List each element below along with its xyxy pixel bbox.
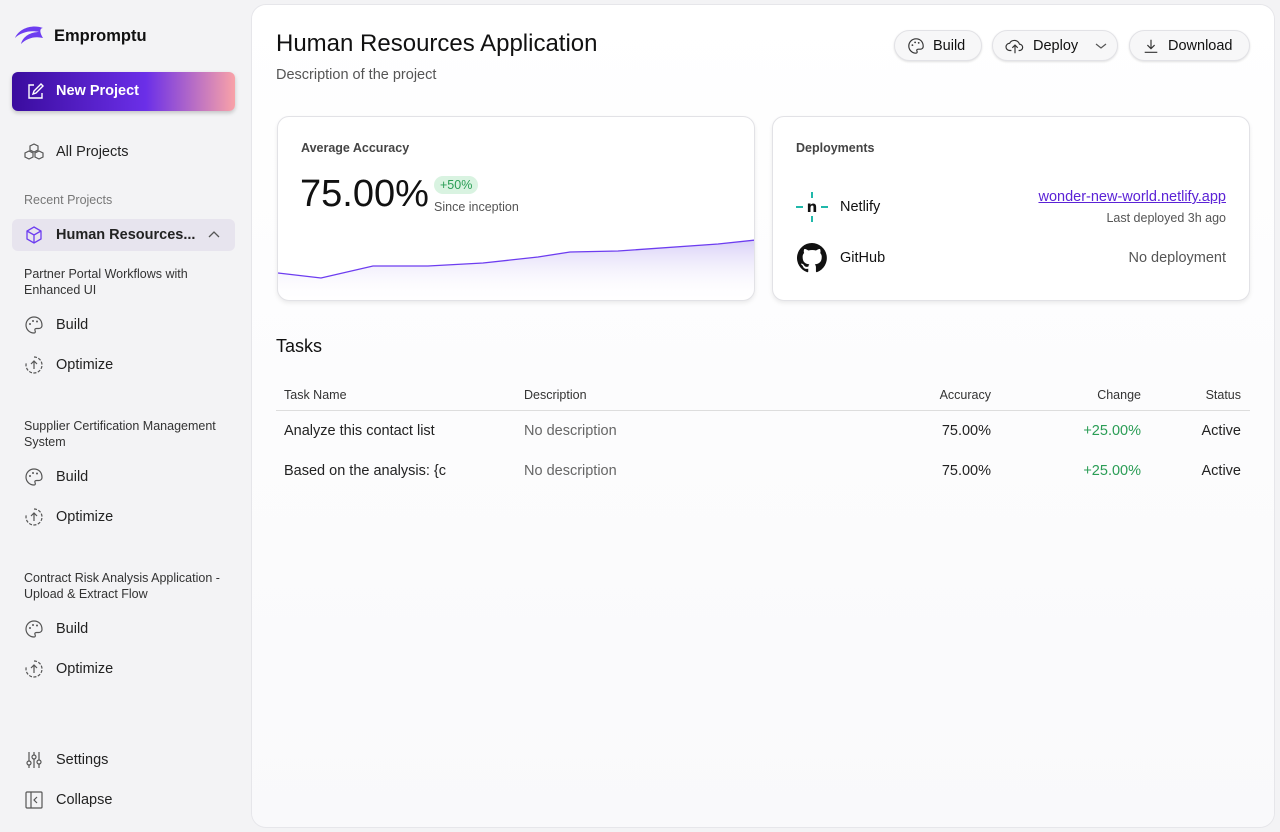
table-cell: Based on the analysis: {c bbox=[284, 463, 447, 479]
project-name: Supplier Certification Management System bbox=[24, 419, 216, 449]
table-cell: Analyze this contact list bbox=[284, 423, 435, 439]
page-description: Description of the project bbox=[276, 67, 437, 83]
column-header: Task Name bbox=[284, 388, 347, 402]
icon-svg bbox=[25, 468, 43, 486]
icon-svg bbox=[25, 356, 43, 374]
deploy-button[interactable]: Deploy bbox=[992, 30, 1118, 61]
table-cell: No description bbox=[524, 423, 617, 439]
icon bbox=[28, 83, 44, 99]
column-header: Accuracy bbox=[939, 388, 991, 402]
accuracy-value: 75.00% bbox=[300, 173, 429, 215]
icon-svg bbox=[25, 660, 43, 678]
download-button[interactable]: Download bbox=[1129, 30, 1250, 61]
icon bbox=[24, 143, 44, 160]
table-cell: +25.00% bbox=[1083, 423, 1141, 439]
settings[interactable]: Settings bbox=[56, 752, 109, 768]
icon bbox=[1144, 39, 1158, 53]
since-label: Since inception bbox=[434, 200, 519, 214]
project-name: Contract Risk Analysis Application - Upl… bbox=[24, 571, 220, 601]
icon-svg bbox=[25, 508, 43, 526]
chevron bbox=[208, 231, 220, 238]
github-icon bbox=[797, 243, 827, 273]
icon bbox=[24, 619, 44, 639]
card-title: Average Accuracy bbox=[301, 141, 410, 155]
sparkline bbox=[278, 239, 754, 300]
build-button[interactable]: Build bbox=[894, 30, 982, 61]
label: Human Resources... bbox=[56, 227, 196, 243]
page-title: Human Resources Application bbox=[276, 30, 598, 57]
collapse[interactable]: Collapse bbox=[56, 792, 113, 808]
new-project-button[interactable]: New Project bbox=[12, 72, 235, 111]
label: Build bbox=[933, 37, 966, 54]
table-cell: Active bbox=[1201, 423, 1242, 439]
section-title: Tasks bbox=[276, 336, 323, 356]
icon bbox=[24, 659, 44, 679]
main-panel: Human Resources Application Description … bbox=[252, 5, 1274, 827]
icon bbox=[908, 37, 924, 54]
icon bbox=[24, 467, 44, 487]
icon-svg bbox=[25, 316, 43, 334]
change-badge: +50% bbox=[434, 176, 479, 194]
active-project[interactable]: Human Resources... bbox=[12, 219, 235, 251]
deploy-status: No deployment bbox=[1128, 250, 1226, 266]
nav-item[interactable]: Optimize bbox=[56, 357, 114, 373]
nav-item[interactable]: Build bbox=[56, 469, 89, 485]
table-cell: +25.00% bbox=[1083, 463, 1141, 479]
label: Download bbox=[1168, 37, 1233, 54]
deploy-status: Last deployed 3h ago bbox=[1106, 211, 1226, 225]
column-header: Status bbox=[1205, 388, 1241, 402]
deployments-card: Deployments n Netlify wonder-new-world.n… bbox=[772, 116, 1250, 301]
divider bbox=[276, 410, 1250, 411]
brand: Empromptu bbox=[54, 27, 147, 45]
nav-item[interactable]: Optimize bbox=[56, 661, 114, 677]
nav-item[interactable]: Build bbox=[56, 621, 89, 637]
table-cell: 75.00% bbox=[941, 423, 991, 439]
column-header: Change bbox=[1097, 388, 1141, 402]
svg-text:n: n bbox=[807, 198, 818, 216]
deploy-name: GitHub bbox=[840, 250, 886, 266]
label: Deploy bbox=[1033, 37, 1079, 54]
icon bbox=[26, 226, 42, 244]
logo bbox=[15, 26, 43, 44]
table-cell: No description bbox=[524, 463, 617, 479]
icon bbox=[24, 315, 44, 335]
project-name: Partner Portal Workflows with Enhanced U… bbox=[24, 267, 188, 297]
all-projects[interactable]: All Projects bbox=[56, 144, 129, 160]
icon bbox=[24, 507, 44, 527]
icon bbox=[24, 355, 44, 375]
chevron bbox=[1095, 43, 1107, 49]
nav-item[interactable]: Optimize bbox=[56, 509, 114, 525]
section-label: Recent Projects bbox=[24, 193, 113, 207]
icon bbox=[1005, 39, 1024, 53]
icon bbox=[26, 752, 42, 768]
deploy-link[interactable]: wonder-new-world.netlify.app bbox=[1038, 189, 1226, 205]
icon bbox=[25, 791, 43, 809]
netlify-icon: n bbox=[796, 192, 828, 222]
accuracy-card: Average Accuracy 75.00% +50% Since incep… bbox=[277, 116, 755, 301]
icon-svg bbox=[25, 620, 43, 638]
card-title: Deployments bbox=[796, 141, 875, 155]
column-header: Description bbox=[524, 388, 587, 402]
table-cell: 75.00% bbox=[941, 463, 991, 479]
label: New Project bbox=[56, 83, 139, 99]
table-cell: Active bbox=[1201, 463, 1242, 479]
nav-item[interactable]: Build bbox=[56, 317, 89, 333]
deploy-name: Netlify bbox=[840, 199, 881, 215]
